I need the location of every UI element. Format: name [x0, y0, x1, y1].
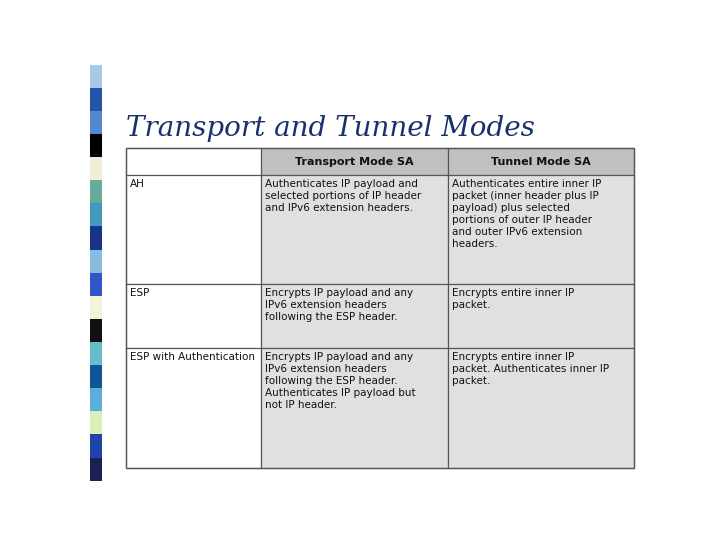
Text: ESP: ESP: [130, 288, 150, 298]
Text: Authenticates IP payload and
selected portions of IP header
and IPv6 extension h: Authenticates IP payload and selected po…: [265, 179, 421, 213]
Bar: [90, 411, 102, 434]
Bar: [90, 296, 102, 319]
Text: Encrypts IP payload and any
IPv6 extension headers
following the ESP header.: Encrypts IP payload and any IPv6 extensi…: [265, 288, 413, 322]
Bar: [126, 284, 261, 348]
Bar: [90, 249, 102, 273]
Bar: [90, 365, 102, 388]
Text: ESP with Authentication: ESP with Authentication: [130, 352, 255, 362]
Bar: [90, 388, 102, 411]
Bar: [126, 148, 261, 175]
Bar: [90, 273, 102, 296]
Text: Encrypts entire inner IP
packet.: Encrypts entire inner IP packet.: [451, 288, 574, 310]
Bar: [90, 134, 102, 157]
Bar: [126, 175, 261, 284]
Bar: [126, 148, 634, 468]
Text: Authenticates entire inner IP
packet (inner header plus IP
payload) plus selecte: Authenticates entire inner IP packet (in…: [451, 179, 601, 249]
Bar: [448, 148, 634, 175]
Bar: [90, 65, 102, 88]
Bar: [90, 226, 102, 249]
Bar: [448, 284, 634, 348]
Bar: [90, 111, 102, 134]
Bar: [261, 348, 448, 468]
Bar: [90, 180, 102, 204]
Bar: [90, 342, 102, 365]
Bar: [448, 175, 634, 284]
Bar: [90, 88, 102, 111]
Text: Transport Mode SA: Transport Mode SA: [295, 157, 413, 166]
Text: AH: AH: [130, 179, 145, 190]
Bar: [261, 175, 448, 284]
Bar: [90, 434, 102, 457]
Bar: [90, 457, 102, 481]
Text: Encrypts entire inner IP
packet. Authenticates inner IP
packet.: Encrypts entire inner IP packet. Authent…: [451, 352, 608, 386]
Bar: [448, 348, 634, 468]
Bar: [90, 157, 102, 180]
Text: Encrypts IP payload and any
IPv6 extension headers
following the ESP header.
Aut: Encrypts IP payload and any IPv6 extensi…: [265, 352, 415, 410]
Text: Tunnel Mode SA: Tunnel Mode SA: [491, 157, 590, 166]
Bar: [90, 204, 102, 226]
Bar: [261, 284, 448, 348]
Text: Transport and Tunnel Modes: Transport and Tunnel Modes: [126, 114, 535, 141]
Bar: [261, 148, 448, 175]
Bar: [126, 348, 261, 468]
Bar: [90, 319, 102, 342]
